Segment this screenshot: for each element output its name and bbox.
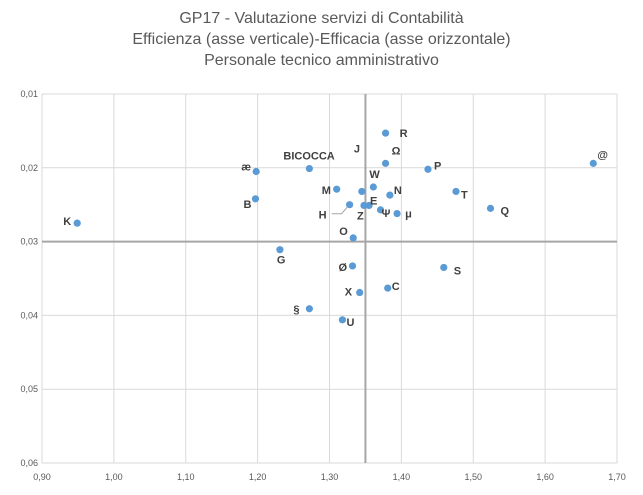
data-label: K <box>63 216 71 228</box>
data-label: Q <box>501 205 510 217</box>
data-label: G <box>277 255 286 267</box>
x-tick-label: 1,40 <box>393 472 411 482</box>
data-point <box>381 159 390 167</box>
data-point <box>305 305 313 313</box>
data-label: E <box>370 195 377 207</box>
data-label: μ <box>405 209 412 221</box>
data-point <box>348 262 357 270</box>
data-point <box>393 209 401 218</box>
x-tick-label: 1,20 <box>249 472 267 482</box>
x-tick-label: 0,90 <box>33 472 51 482</box>
data-label: M <box>322 185 331 197</box>
data-point <box>360 201 368 210</box>
data-label: O <box>339 226 348 238</box>
data-label: Ø <box>339 262 348 274</box>
data-label: C <box>392 281 400 293</box>
data-point <box>386 191 394 199</box>
x-tick-label: 1,70 <box>608 472 626 482</box>
data-label: T <box>461 189 468 201</box>
data-label: X <box>345 287 353 299</box>
data-point <box>73 219 81 227</box>
data-point <box>333 185 341 193</box>
data-point <box>369 183 377 191</box>
data-label: Ω <box>392 145 401 157</box>
data-label: @ <box>597 149 608 161</box>
data-point <box>305 164 313 173</box>
data-label: N <box>394 185 402 197</box>
data-label: B <box>243 199 251 211</box>
data-point <box>384 284 392 292</box>
y-tick-label: 0,06 <box>20 458 38 468</box>
chart-title: GP17 - Valutazione servizi di Contabilit… <box>0 8 643 71</box>
axis-tick-labels: 0,90 1,00 1,10 1,20 1,30 1,40 1,50 1,60 1,70 0,01… <box>20 89 625 482</box>
data-points <box>73 129 597 324</box>
data-point <box>251 195 260 203</box>
x-tick-label: 1,10 <box>177 472 195 482</box>
chart-title-line-1: GP17 - Valutazione servizi di Contabilit… <box>179 10 464 27</box>
data-label: S <box>454 265 461 277</box>
x-tick-label: 1,50 <box>464 472 482 482</box>
y-tick-label: 0,04 <box>20 310 38 320</box>
data-label: BICOCCA <box>283 151 334 163</box>
data-point <box>452 187 460 196</box>
data-point <box>486 204 495 212</box>
chart-title-line-3: Personale tecnico amministrativo <box>204 52 439 69</box>
data-point <box>346 201 354 209</box>
x-tick-label: 1,30 <box>321 472 339 482</box>
grid-lines <box>41 93 618 464</box>
x-tick-label: 1,60 <box>536 472 554 482</box>
data-label: æ <box>241 161 251 173</box>
data-label: H <box>319 210 327 222</box>
reference-lines <box>42 94 617 463</box>
data-point <box>356 288 364 297</box>
data-label: U <box>346 317 354 329</box>
data-label: § <box>293 304 299 316</box>
y-tick-label: 0,01 <box>20 89 38 99</box>
data-label: R <box>400 128 408 140</box>
data-point <box>589 159 597 167</box>
chart-title-line-2: Efficienza (asse verticale)-Efficacia (a… <box>132 31 511 48</box>
data-point <box>252 167 260 176</box>
data-point <box>440 263 448 272</box>
label-leader-line <box>331 206 349 215</box>
y-tick-label: 0,05 <box>20 384 38 394</box>
data-point <box>276 246 284 254</box>
data-point <box>381 129 390 137</box>
y-tick-label: 0,02 <box>20 163 38 173</box>
data-point <box>349 234 357 242</box>
data-point <box>358 187 366 196</box>
data-point <box>365 201 373 210</box>
x-tick-label: 1,00 <box>105 472 123 482</box>
data-point <box>424 165 432 173</box>
data-label: Ψ <box>382 208 391 220</box>
data-label: J <box>354 143 360 155</box>
data-label: W <box>369 169 380 181</box>
data-label: Z <box>357 210 364 222</box>
y-tick-label: 0,03 <box>20 237 38 247</box>
data-point <box>376 206 385 214</box>
data-point <box>338 316 347 324</box>
data-label: P <box>434 160 441 172</box>
